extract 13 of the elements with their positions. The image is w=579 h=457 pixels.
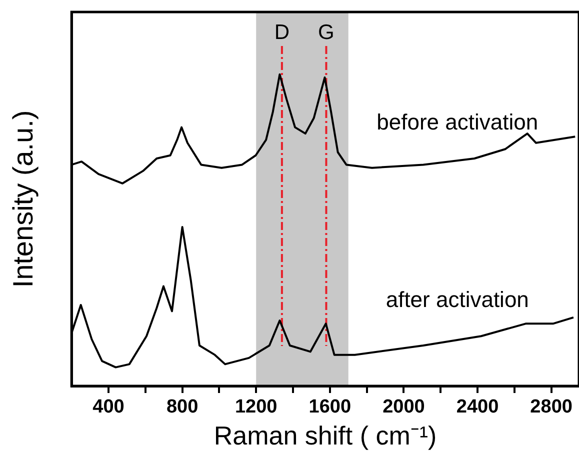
- ref-line-label: D: [274, 21, 290, 44]
- ref-line-label: G: [318, 21, 334, 44]
- x-tick-label: 2400: [456, 396, 499, 418]
- x-tick-label: 1200: [234, 396, 278, 418]
- series-label: after activation: [386, 287, 529, 312]
- x-tick-label: 2800: [530, 396, 572, 418]
- x-tick-label: 800: [166, 396, 198, 418]
- x-tick-label: 2000: [382, 396, 425, 418]
- x-tick-label: 1600: [308, 396, 352, 418]
- y-axis-title: Intensity (a.u.): [8, 110, 39, 288]
- series-label: before activation: [376, 110, 538, 135]
- x-tick-label: 400: [92, 396, 124, 418]
- x-axis-title: Raman shift ( cm⁻¹): [214, 420, 437, 451]
